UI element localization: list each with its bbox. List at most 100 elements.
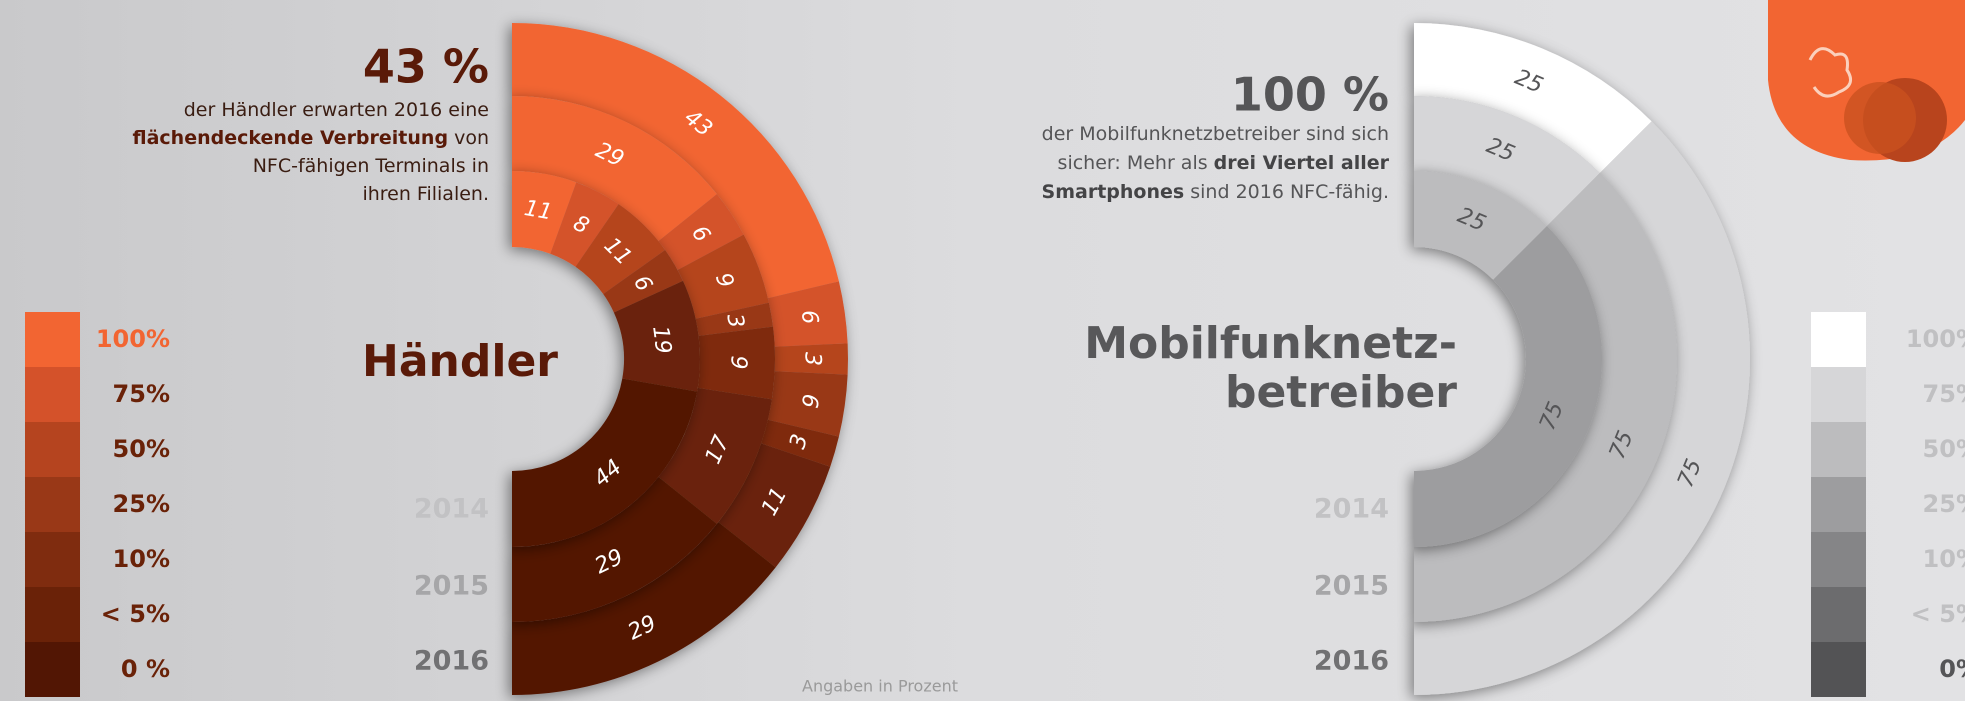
legend-label: 10% <box>113 545 170 573</box>
description-line: der Mobilfunknetzbetreiber sind sich <box>1042 123 1389 145</box>
legend-label: 10% <box>1923 545 1965 573</box>
legend-swatch <box>1811 312 1866 367</box>
chart: 100 %der Mobilfunknetzbetreiber sind sic… <box>1042 23 1965 697</box>
ring-segment <box>697 326 775 400</box>
legend-swatch <box>25 367 80 422</box>
description-run: von <box>448 127 489 149</box>
legend-label: 50% <box>113 435 170 463</box>
legend-swatch <box>1811 422 1866 477</box>
ring-segment <box>512 522 776 695</box>
legend-swatch <box>25 422 80 477</box>
ring <box>1414 23 1750 696</box>
legend-swatch <box>1811 532 1866 587</box>
year-label: 2016 <box>1314 646 1389 677</box>
legend-label: 0% <box>1939 655 1965 683</box>
year-label: 2014 <box>414 494 489 525</box>
data-label: 6 <box>796 392 823 409</box>
legend-swatch <box>25 642 80 697</box>
legend-swatch <box>25 587 80 642</box>
ring-segment <box>767 371 848 437</box>
legend-label: 50% <box>1923 435 1965 463</box>
data-label: 3 <box>800 352 825 366</box>
description-run: der Mobilfunknetzbetreiber sind sich <box>1042 123 1389 145</box>
description-run: flächendeckende Verbreitung <box>133 127 449 149</box>
data-label: 9 <box>725 355 750 369</box>
ring <box>1414 171 1602 548</box>
description-line: ihren Filialen. <box>362 183 489 205</box>
ring-segment <box>1414 121 1750 696</box>
legend-label: 75% <box>1923 380 1965 408</box>
year-label: 2015 <box>1314 571 1389 602</box>
ring-segment <box>695 302 774 336</box>
legend-label: < 5% <box>1911 600 1965 628</box>
description-run: ihren Filialen. <box>362 183 489 205</box>
description-run: NFC-fähigen Terminals in <box>253 155 489 177</box>
chart-title: betreiber <box>1225 367 1457 418</box>
ring-segment <box>603 249 684 313</box>
footnote: Angaben in Prozent <box>802 677 958 696</box>
data-label: 19 <box>647 324 675 355</box>
legend-label: 0 % <box>121 655 170 683</box>
ring-segment <box>774 343 848 375</box>
ring-segment <box>550 182 619 267</box>
ring-segment <box>512 171 577 254</box>
description-line: sicher: Mehr als drei Viertel aller <box>1058 152 1390 174</box>
ring-segment <box>613 280 700 392</box>
ring-segment <box>575 204 666 295</box>
legend-label: 25% <box>113 490 170 518</box>
legend-swatch <box>25 532 80 587</box>
legend-label: 25% <box>1923 490 1965 518</box>
description-line: NFC-fähigen Terminals in <box>253 155 489 177</box>
ring-segment <box>512 23 839 299</box>
ring-segment <box>677 234 769 319</box>
headline: 100 % <box>1231 68 1389 122</box>
legend-swatch <box>25 312 80 367</box>
ring-segment <box>718 443 831 568</box>
chart-title: Händler <box>362 336 558 387</box>
bird-illustration <box>1768 0 1965 162</box>
chart-title: Mobilfunknetz- <box>1084 318 1457 369</box>
legend-label: 75% <box>113 380 170 408</box>
ring-segment <box>658 387 772 524</box>
legend-label: < 5% <box>101 600 170 628</box>
ring-segment <box>1414 171 1547 280</box>
year-label: 2015 <box>414 571 489 602</box>
legend-swatch <box>25 477 80 532</box>
description-line: flächendeckende Verbreitung von <box>133 127 489 149</box>
headline: 43 % <box>363 40 489 94</box>
legend-swatch <box>1811 367 1866 422</box>
ring-segment <box>658 194 744 271</box>
data-label: 3 <box>721 312 748 330</box>
description-run: Smartphones <box>1042 181 1185 203</box>
legend-swatch <box>1811 642 1866 697</box>
ring <box>512 96 775 622</box>
description-run: der Händler erwarten 2016 eine <box>184 99 489 121</box>
ring-segment <box>512 378 698 547</box>
ring-segment <box>1414 96 1600 227</box>
ring-segment <box>1414 226 1602 548</box>
legend-swatch <box>1811 477 1866 532</box>
legend-label: 100% <box>96 325 170 353</box>
legend-swatch <box>1811 587 1866 642</box>
ring-segment <box>512 96 717 242</box>
ring <box>1414 96 1678 622</box>
chart: 43 % der Händler erwarten 2016 eine fläche… <box>25 23 848 697</box>
ring-segment <box>512 476 717 622</box>
ring <box>512 171 700 547</box>
ring-segment <box>1414 23 1652 174</box>
ring-segment <box>767 281 848 347</box>
data-label: 6 <box>796 308 823 325</box>
description-run: sicher: Mehr als <box>1058 152 1214 174</box>
legend-label: 100% <box>1906 325 1965 353</box>
year-label: 2016 <box>414 646 489 677</box>
ring-segment <box>761 419 839 467</box>
description-line: der Händler erwarten 2016 eine <box>184 99 489 121</box>
year-label: 2014 <box>1314 494 1389 525</box>
ring-segment <box>1414 173 1678 622</box>
data-label: 11 <box>522 196 554 225</box>
description-run: drei Viertel aller <box>1214 152 1390 174</box>
data-label: 3 <box>785 431 813 451</box>
description-line: Smartphones sind 2016 NFC-fähig. <box>1042 181 1389 203</box>
ring <box>512 23 848 695</box>
